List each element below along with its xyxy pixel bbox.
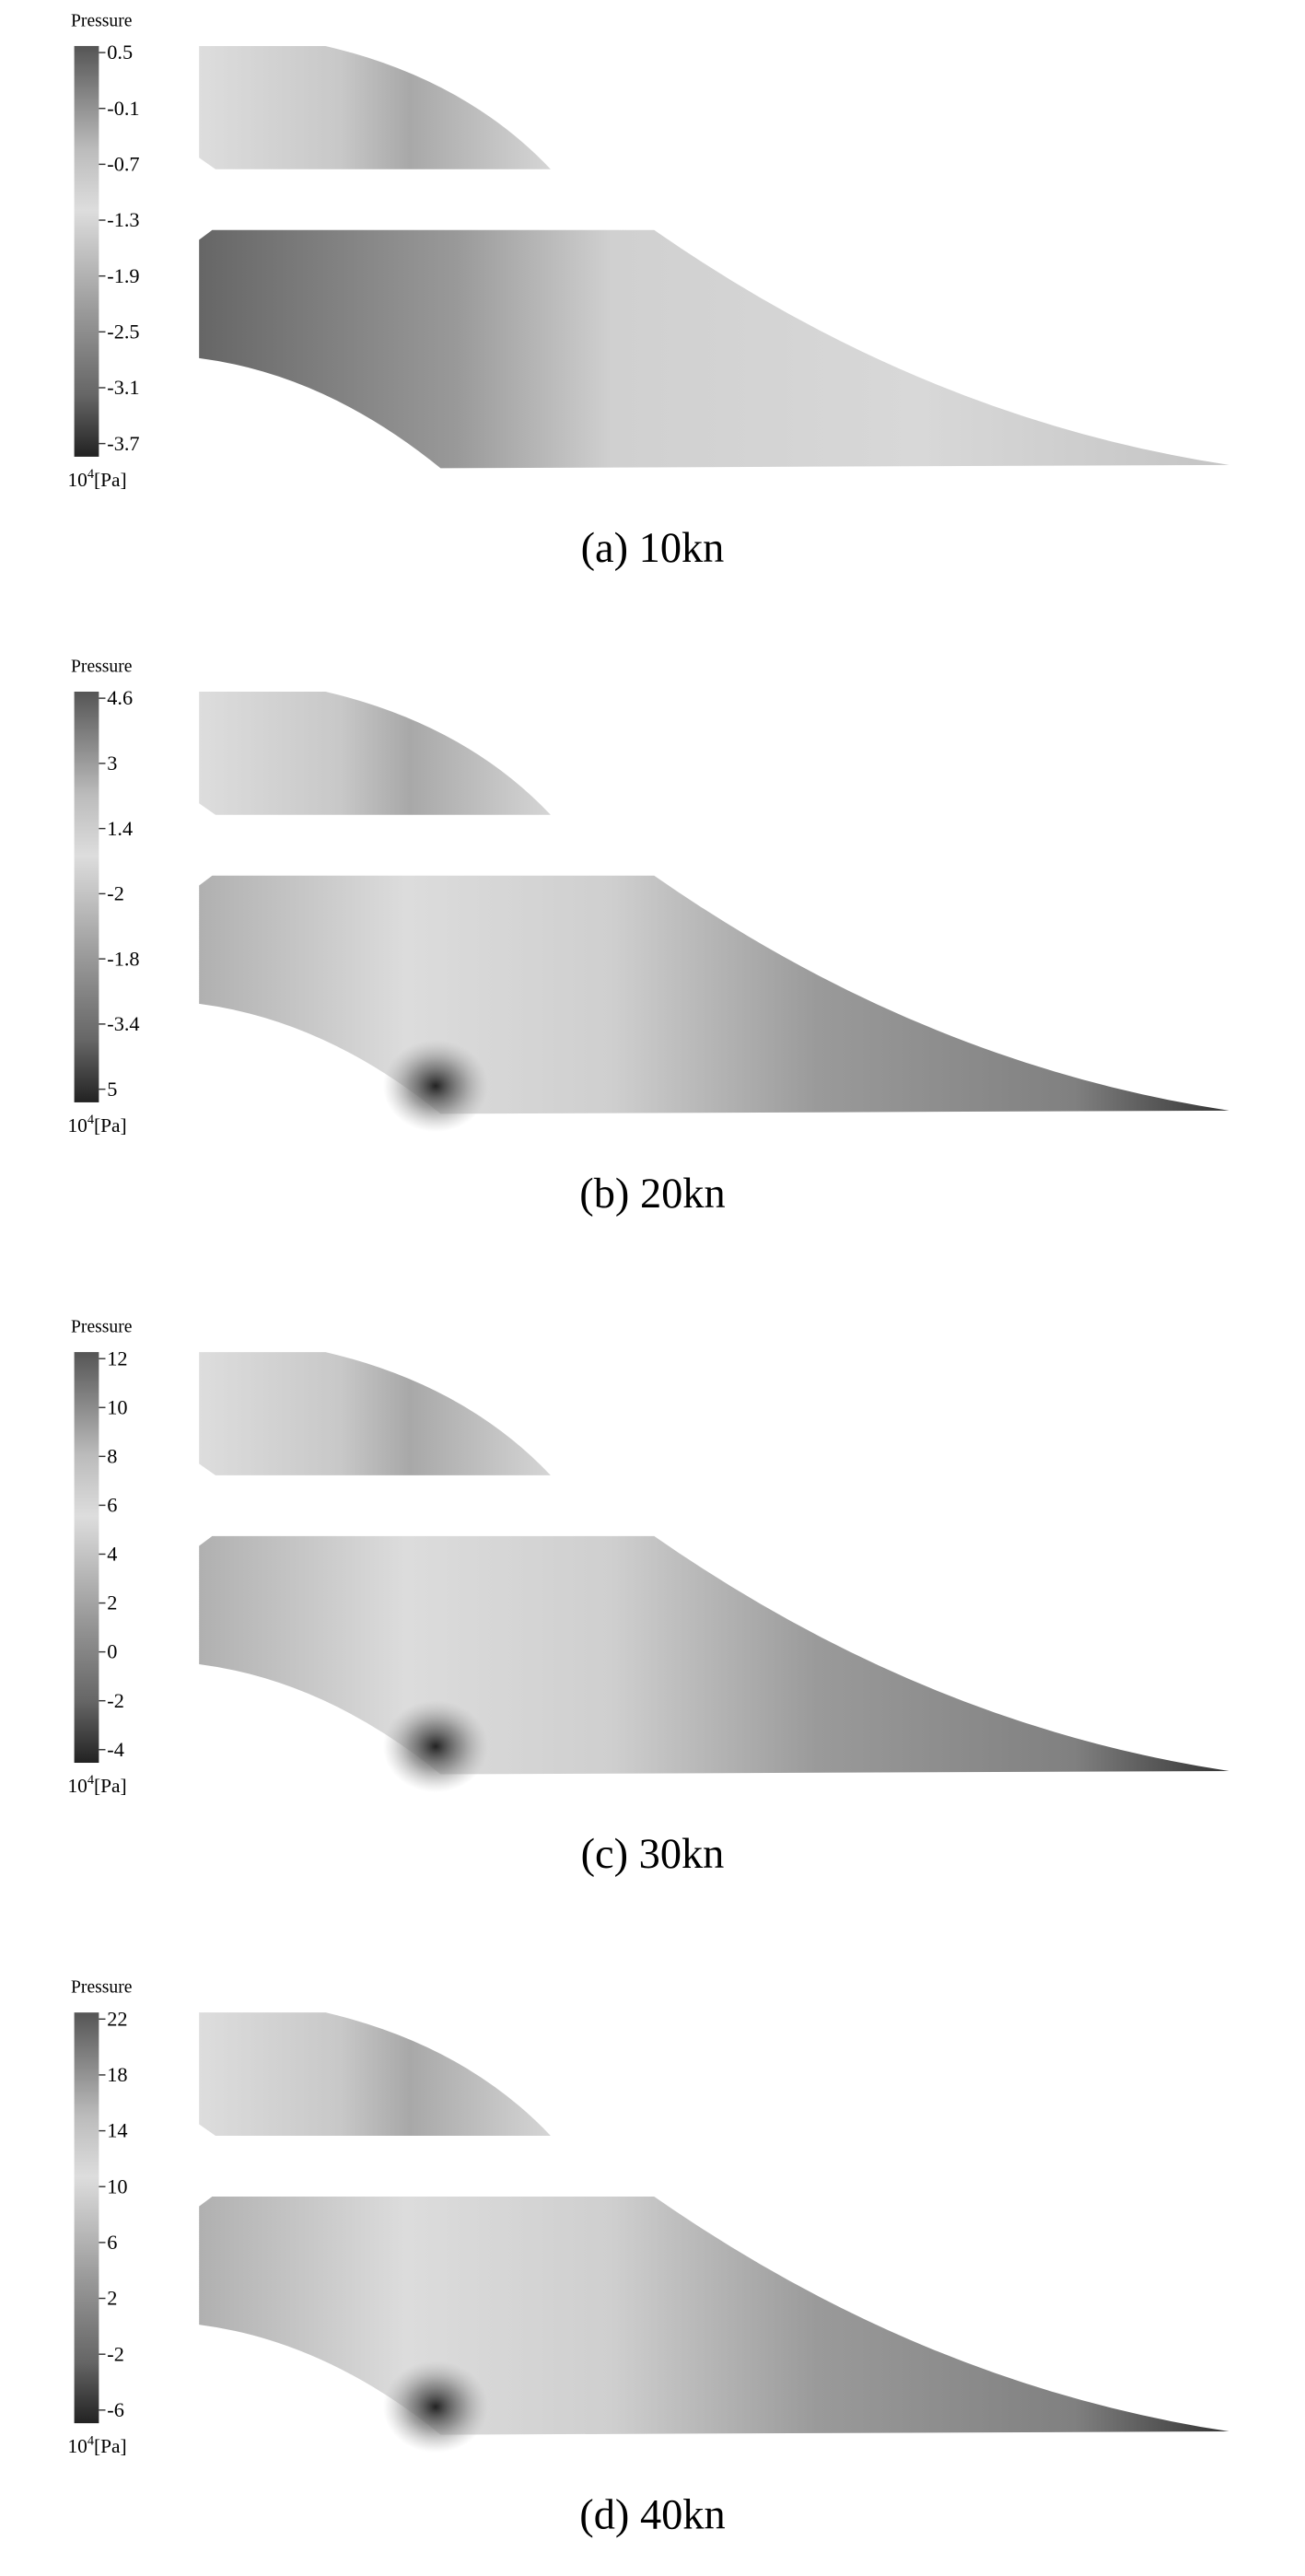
tick-label: -4: [107, 1738, 124, 1761]
tick-label: 6: [107, 2231, 117, 2254]
lower-domain: [199, 1535, 1229, 1775]
tick-label: 1.4: [107, 817, 133, 840]
tick-label: 18: [107, 2063, 127, 2086]
upper-domain: [199, 1352, 551, 1475]
colorbar: [74, 2012, 99, 2424]
unit-base: 10: [67, 1114, 87, 1136]
tick-label: 0.5: [107, 41, 133, 64]
tick-label: -1.8: [107, 947, 139, 970]
caption: (d) 40kn: [579, 2491, 725, 2538]
colorbar: [74, 1352, 99, 1764]
legend-title: Pressure: [71, 658, 133, 677]
upper-domain: [199, 2012, 551, 2136]
tick-label: 10: [107, 2174, 127, 2197]
low-pressure-spot: [382, 2360, 489, 2454]
panel: Pressure 0.5 -0.1 -0.7 -1.3 -1.9 -2.5 -3.1 -3.7 1…: [67, 12, 1229, 572]
unit: 104[Pa]: [67, 1773, 126, 1797]
legend-title: Pressure: [71, 1318, 133, 1337]
unit-suffix: [Pa]: [94, 1775, 127, 1797]
tick-label: 0: [107, 1640, 117, 1663]
unit-exponent: 4: [87, 2433, 94, 2448]
tick-label: -0.1: [107, 97, 139, 120]
tick-label: -3.7: [107, 432, 139, 455]
unit-suffix: [Pa]: [94, 469, 127, 491]
tick-label: -3.4: [107, 1012, 139, 1035]
tick-label: 5: [107, 1078, 117, 1101]
colorbar: [74, 691, 99, 1102]
unit-suffix: [Pa]: [94, 1114, 127, 1136]
lower-domain: [199, 229, 1229, 469]
legend-title: Pressure: [71, 12, 133, 31]
tick-label: 3: [107, 752, 117, 775]
upper-domain: [199, 45, 551, 169]
tick-label: -1.9: [107, 264, 139, 287]
caption: (c) 30kn: [581, 1831, 725, 1878]
unit: 104[Pa]: [67, 2433, 126, 2457]
tick-label: -2: [107, 882, 124, 905]
unit-base: 10: [67, 469, 87, 491]
unit-exponent: 4: [87, 1113, 94, 1127]
tick-label: -2: [107, 2342, 124, 2365]
unit-base: 10: [67, 2435, 87, 2457]
upper-domain: [199, 691, 551, 815]
unit: 104[Pa]: [67, 467, 126, 491]
tick-label: 6: [107, 1494, 117, 1517]
tick-label: 14: [107, 2119, 127, 2142]
caption: (a) 10kn: [581, 525, 725, 572]
panel: Pressure 4.6 3 1.4 -2 -1.8 -3.4 5 104[Pa] (b) 20k…: [67, 658, 1229, 1218]
tick-label: 4.6: [107, 686, 133, 709]
tick-label: -6: [107, 2398, 124, 2421]
low-pressure-spot: [382, 1700, 489, 1793]
tick-label: -1.3: [107, 208, 139, 231]
unit-suffix: [Pa]: [94, 2435, 127, 2457]
tick-label: 2: [107, 2287, 117, 2310]
colorbar: [74, 45, 99, 457]
low-pressure-spot: [382, 1040, 489, 1133]
tick-label: 10: [107, 1395, 127, 1418]
unit-exponent: 4: [87, 467, 94, 482]
tick-label: -0.7: [107, 153, 139, 176]
tick-label: -2: [107, 1689, 124, 1712]
tick-label: -3.1: [107, 376, 139, 399]
tick-label: 12: [107, 1346, 127, 1370]
unit-exponent: 4: [87, 1773, 94, 1788]
tick-label: 22: [107, 2007, 127, 2030]
lower-domain: [199, 2196, 1229, 2435]
caption: (b) 20kn: [579, 1171, 725, 1218]
legend-title: Pressure: [71, 1978, 133, 1998]
lower-domain: [199, 875, 1229, 1114]
tick-label: 2: [107, 1591, 117, 1614]
tick-label: 8: [107, 1444, 117, 1467]
tick-label: -2.5: [107, 320, 139, 343]
unit-base: 10: [67, 1775, 87, 1797]
tick-label: 4: [107, 1543, 117, 1566]
unit: 104[Pa]: [67, 1113, 126, 1136]
